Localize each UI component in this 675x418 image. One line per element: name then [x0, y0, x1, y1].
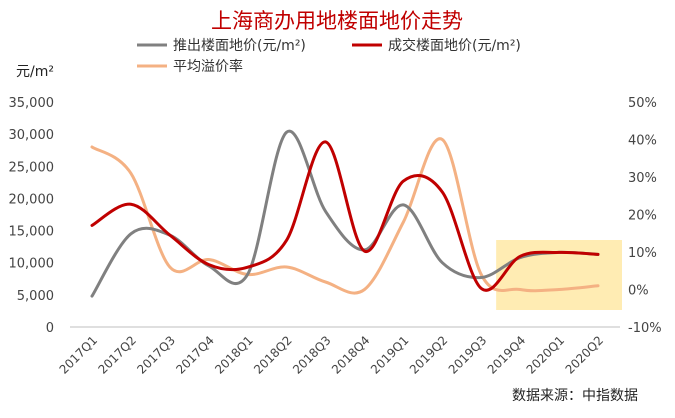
y-left-tick-label: 15,000	[9, 225, 55, 240]
y-right-tick-label: 30%	[628, 171, 657, 186]
chart-title: 上海商办用地楼面地价走势	[211, 9, 463, 33]
x-tick-label: 2017Q3	[134, 333, 178, 377]
y-left-tick-label: 30,000	[9, 128, 55, 143]
axes: 0 5,000 10,000 15,000 20,000 25,000 30,000 35,0…	[9, 96, 662, 377]
y-left-tick-label: 0	[46, 321, 54, 336]
x-tick-label: 2019Q4	[485, 333, 529, 377]
y-left-tick-label: 25,000	[9, 160, 55, 175]
x-tick-label: 2020Q1	[524, 333, 568, 377]
x-tick-label: 2020Q2	[563, 333, 607, 377]
y-left-tick-label: 35,000	[9, 96, 55, 111]
y-right-tick-label: 10%	[628, 246, 657, 261]
series-layer	[90, 129, 600, 298]
y-left-tick-label: 10,000	[9, 257, 55, 272]
y-right-tick-label: 40%	[628, 134, 657, 149]
y-left-tick-label: 20,000	[9, 192, 55, 207]
y-left-tick-label: 5,000	[17, 289, 54, 304]
legend-label-1: 成交楼面地价(元/m²)	[388, 37, 521, 54]
x-tick-label: 2018Q4	[329, 333, 373, 377]
data-source-note: 数据来源：中指数据	[512, 388, 638, 404]
y-right-tick-label: -10%	[628, 321, 662, 336]
y-right-tick-label: 50%	[628, 96, 657, 111]
series-line-2	[90, 137, 600, 295]
x-tick-label: 2018Q3	[290, 333, 334, 377]
x-tick-label: 2018Q1	[212, 333, 256, 377]
legend-label-2: 平均溢价率	[173, 58, 243, 75]
x-tick-label: 2019Q2	[407, 333, 451, 377]
x-tick-label: 2019Q1	[368, 333, 412, 377]
legend-label-0: 推出楼面地价(元/m²)	[173, 38, 306, 54]
x-tick-label: 2017Q4	[173, 333, 217, 377]
y-right-tick-label: 0%	[628, 284, 649, 299]
x-tick-label: 2017Q1	[57, 333, 101, 377]
highlight-region	[496, 240, 622, 310]
legend: 推出楼面地价(元/m²) 成交楼面地价(元/m²) 平均溢价率	[137, 37, 521, 75]
x-tick-label: 2017Q2	[95, 333, 139, 377]
y-left-unit-label: 元/m²	[16, 64, 54, 80]
series-line-1	[90, 140, 600, 292]
y-right-tick-label: 20%	[628, 209, 657, 224]
x-tick-label: 2019Q3	[446, 333, 490, 377]
x-tick-label: 2018Q2	[251, 333, 295, 377]
